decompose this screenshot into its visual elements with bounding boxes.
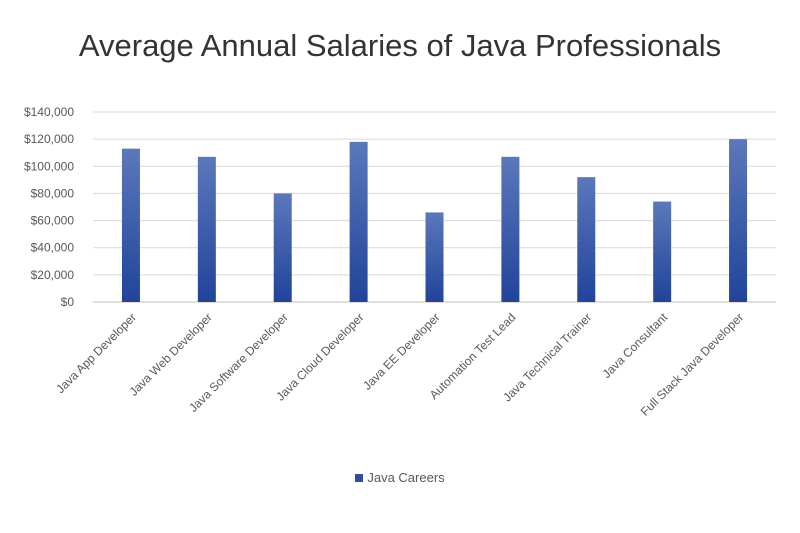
- bar: [425, 212, 444, 302]
- bar: [501, 156, 520, 302]
- bar: [273, 193, 292, 302]
- bar: [577, 177, 596, 302]
- y-axis-ticks: $0 $20,000 $40,000 $60,000 $80,000 $100,000 $1…: [24, 105, 74, 309]
- bar: [121, 148, 140, 302]
- bars: [121, 139, 748, 302]
- y-tick-label: $0: [61, 295, 75, 309]
- chart-title: Average Annual Salaries of Java Professi…: [78, 28, 722, 63]
- legend-label: Java Careers: [367, 470, 445, 486]
- y-tick-label: $120,000: [24, 132, 74, 146]
- bar: [729, 139, 748, 302]
- x-tick-label: Java Web Developer: [126, 310, 215, 399]
- bar: [197, 156, 216, 302]
- y-tick-label: $40,000: [31, 241, 75, 255]
- x-tick-label: Java Cloud Developer: [273, 310, 366, 403]
- legend: Java Careers: [0, 469, 800, 485]
- x-tick-label: Java Consultant: [600, 310, 671, 381]
- x-tick-label: Automation Test Lead: [427, 310, 519, 402]
- y-tick-label: $20,000: [31, 268, 75, 282]
- bar: [349, 141, 368, 302]
- y-tick-label: $60,000: [31, 214, 75, 228]
- y-tick-label: $140,000: [24, 105, 74, 119]
- x-tick-label: Java Technical Trainer: [500, 310, 594, 404]
- bar: [653, 201, 672, 302]
- x-tick-label: Java EE Developer: [360, 310, 443, 393]
- y-tick-label: $80,000: [31, 186, 75, 200]
- x-tick-label: Java App Developer: [53, 310, 139, 396]
- legend-swatch: [355, 473, 364, 482]
- y-tick-label: $100,000: [24, 159, 74, 173]
